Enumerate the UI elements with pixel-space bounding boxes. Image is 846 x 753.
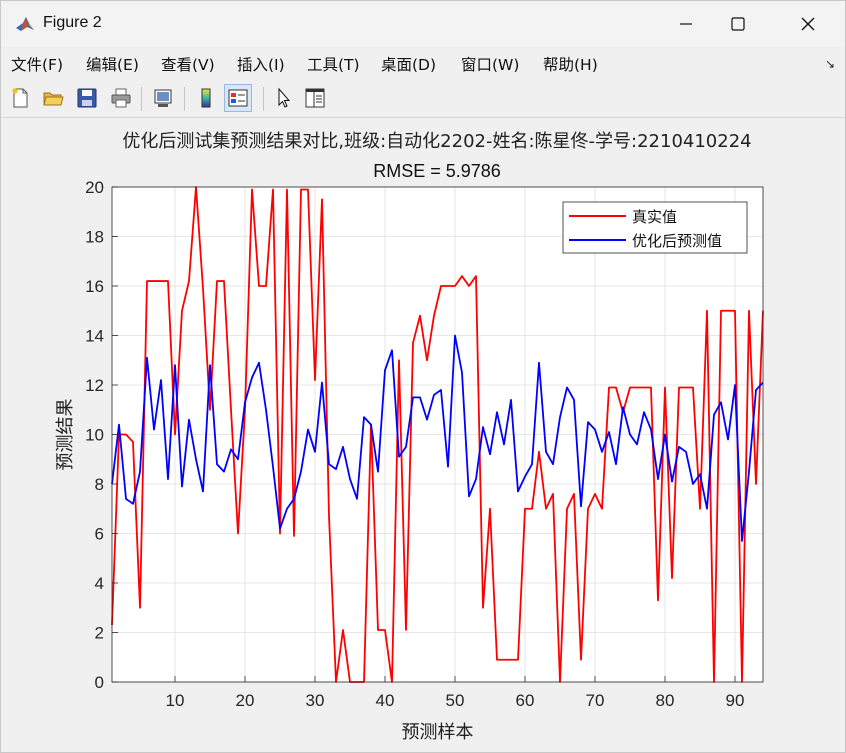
y-tick-label: 0 — [95, 673, 104, 692]
menu-desktop[interactable]: 桌面(D) — [381, 56, 437, 74]
new-figure-button[interactable] — [6, 84, 34, 112]
x-tick-label: 40 — [376, 691, 395, 710]
x-axis-label: 预测样本 — [402, 722, 474, 743]
edit-plot-button[interactable] — [269, 84, 297, 112]
insert-legend-button[interactable] — [224, 84, 252, 112]
figure-canvas[interactable]: 优化后测试集预测结果对比,班级:自动化2202-姓名:陈星佟-学号:221041… — [1, 119, 845, 752]
new-figure-icon — [12, 88, 28, 108]
x-tick-label: 60 — [516, 691, 535, 710]
y-tick-label: 14 — [85, 327, 104, 346]
menu-view[interactable]: 查看(V) — [161, 56, 215, 74]
series-layer — [111, 186, 764, 683]
y-tick-label: 16 — [85, 277, 104, 296]
x-tick-label: 10 — [166, 691, 185, 710]
x-tick-label: 50 — [446, 691, 465, 710]
menu-window[interactable]: 窗口(W) — [461, 56, 520, 74]
y-tick-label: 6 — [95, 525, 104, 544]
x-axis: 10 20 30 40 50 60 70 80 90 — [166, 676, 745, 710]
chart-subtitle: RMSE = 5.9786 — [373, 161, 501, 181]
save-button[interactable] — [73, 84, 101, 112]
series-line-predicted-value — [111, 334, 764, 542]
save-icon — [77, 88, 97, 108]
menu-help[interactable]: 帮助(H) — [543, 56, 598, 74]
print-button[interactable] — [107, 84, 135, 112]
menu-file[interactable]: 文件(F) — [11, 56, 64, 74]
insert-colorbar-button[interactable] — [192, 84, 220, 112]
legend-entry-true-value: 真实值 — [632, 208, 677, 226]
insert-colorbar-icon — [201, 88, 211, 108]
toolbar-separator — [184, 87, 185, 111]
minimize-button[interactable] — [663, 1, 709, 47]
print-icon — [111, 88, 131, 108]
property-inspector-icon — [305, 88, 325, 108]
y-tick-label: 10 — [85, 426, 104, 445]
y-tick-label: 4 — [95, 574, 104, 593]
toolbar — [1, 81, 845, 118]
menu-tools[interactable]: 工具(T) — [307, 56, 360, 74]
toolbar-separator — [263, 87, 264, 111]
x-tick-label: 80 — [656, 691, 675, 710]
dock-arrow-icon[interactable]: ↘ — [824, 57, 835, 71]
menu-insert[interactable]: 插入(I) — [237, 56, 285, 74]
toolbar-separator — [141, 87, 142, 111]
insert-legend-icon — [228, 89, 248, 107]
window-title: Figure 2 — [43, 14, 102, 31]
matlab-icon — [15, 14, 35, 34]
x-tick-label: 20 — [236, 691, 255, 710]
y-tick-label: 18 — [85, 228, 104, 247]
link-plot-icon — [154, 89, 172, 107]
minimize-icon — [680, 23, 692, 25]
legend[interactable]: 真实值 优化后预测值 — [562, 201, 748, 254]
maximize-button[interactable] — [715, 1, 761, 47]
y-tick-label: 8 — [95, 475, 104, 494]
maximize-icon — [731, 17, 745, 31]
property-inspector-button[interactable] — [301, 84, 329, 112]
menu-bar: 文件(F) 编辑(E) 查看(V) 插入(I) 工具(T) 桌面(D) 窗口(W… — [1, 49, 845, 77]
y-tick-label: 2 — [95, 624, 104, 643]
close-button[interactable] — [785, 1, 831, 47]
title-bar[interactable]: Figure 2 — [1, 1, 845, 47]
y-tick-label: 12 — [85, 376, 104, 395]
menu-edit[interactable]: 编辑(E) — [86, 56, 139, 74]
open-file-button[interactable] — [39, 84, 67, 112]
y-tick-label: 20 — [85, 178, 104, 197]
series-line-true-value — [111, 186, 764, 683]
legend-box — [562, 201, 748, 254]
edit-plot-arrow-icon — [278, 87, 291, 108]
link-plot-button[interactable] — [149, 84, 177, 112]
legend-entry-predicted-value: 优化后预测值 — [632, 232, 722, 250]
x-tick-label: 70 — [586, 691, 605, 710]
y-axis: 0 2 4 6 8 10 12 14 16 18 20 — [85, 178, 118, 692]
x-tick-label: 30 — [306, 691, 325, 710]
close-icon — [801, 17, 815, 31]
open-file-icon — [43, 92, 64, 106]
chart-title: 优化后测试集预测结果对比,班级:自动化2202-姓名:陈星佟-学号:221041… — [122, 131, 751, 152]
x-tick-label: 90 — [726, 691, 745, 710]
y-axis-label: 预测结果 — [55, 399, 76, 471]
